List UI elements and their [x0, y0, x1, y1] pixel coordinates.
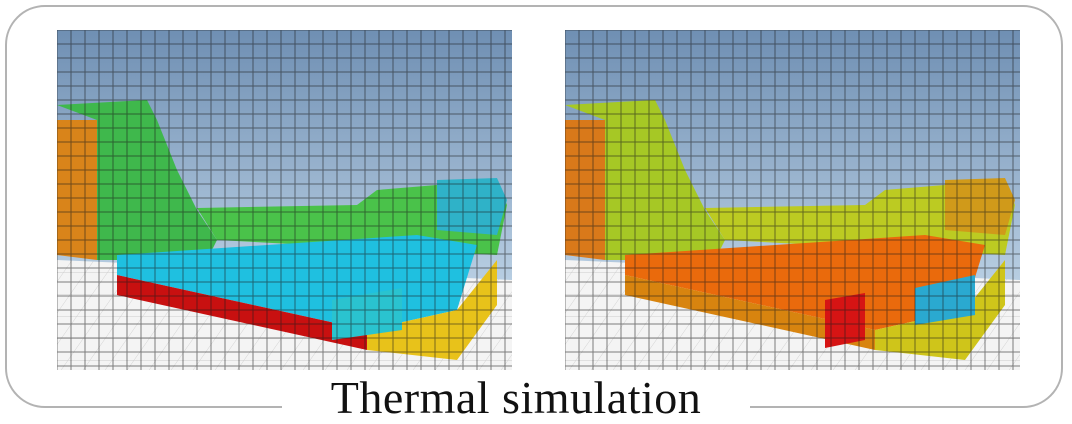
voxel-scene-left — [57, 30, 512, 370]
voxel-edges — [565, 30, 1020, 370]
caption: Thermal simulation — [330, 372, 702, 423]
thermal-render-left — [57, 30, 512, 370]
caption-gap — [282, 395, 750, 415]
thermal-render-right — [565, 30, 1020, 370]
voxel-edges — [57, 30, 512, 370]
voxel-scene-right — [565, 30, 1020, 370]
